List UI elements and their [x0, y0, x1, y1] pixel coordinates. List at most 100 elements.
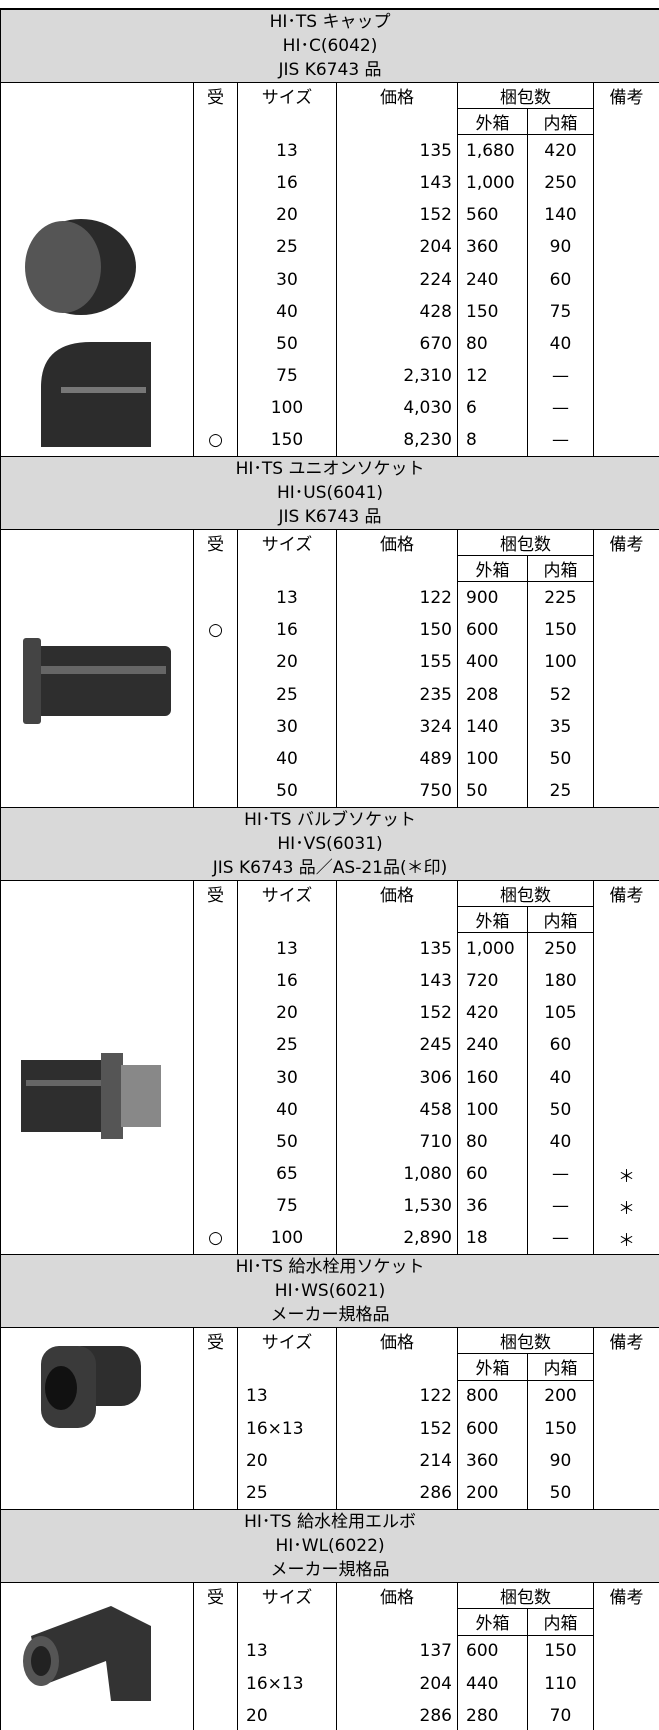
title-line: HI･TS ユニオンソケット: [235, 459, 425, 479]
data-row: 16 143 720 180: [1, 964, 659, 998]
data-row: ○ 100 2,890 18— ＊: [1, 1222, 659, 1255]
header-row: 外箱 内箱: [1, 555, 659, 583]
title-line: メーカー規格品: [270, 1305, 390, 1325]
outer-cell: 800: [457, 1380, 528, 1413]
title-line: HI･WL(6022): [275, 1536, 385, 1556]
note-cell: ＊: [592, 1222, 659, 1255]
data-row: 65 1,080 60— ＊: [1, 1157, 659, 1191]
inner-cell: 60: [527, 1029, 594, 1062]
title-line: HI･TS キャップ: [269, 12, 391, 32]
title-line: HI･TS バルブソケット: [244, 810, 416, 830]
header-row: 受サイズ 価格 梱包数 備考: [0, 879, 659, 1255]
header-cell: 梱包数: [457, 879, 594, 907]
outer-cell: 240: [457, 1029, 528, 1062]
header-cell: サイズ: [237, 1327, 337, 1381]
size-cell: 75: [237, 359, 337, 393]
header-cell: 内箱: [527, 906, 594, 934]
inner-cell: 40: [527, 1061, 594, 1094]
inner-cell: 35: [527, 710, 594, 743]
header-row: 外箱 内箱: [1, 108, 659, 136]
title-row: HI･TS キャップ HI･C(6042) JIS K6743 品: [0, 9, 659, 83]
inner-cell: 50: [527, 1093, 594, 1126]
note-cell: ＊: [592, 1157, 659, 1191]
receive-cell: [193, 1444, 238, 1478]
size-cell: 40: [237, 742, 337, 776]
section-title: HI･TS 給水栓用ソケット HI･WS(6021) メーカー規格品: [0, 1254, 659, 1328]
header-cell: 梱包数: [457, 1581, 594, 1609]
receive-cell: [193, 359, 238, 393]
note-cell: [592, 1699, 659, 1730]
price-cell: 4,030: [336, 392, 458, 425]
price-cell: 122: [336, 1380, 458, 1413]
price-cell: 428: [336, 295, 458, 328]
price-cell: 670: [336, 327, 458, 360]
receive-cell: [193, 1157, 238, 1191]
outer-cell: 900: [457, 581, 528, 615]
note-cell: [592, 775, 659, 808]
price-cell: 710: [336, 1125, 458, 1158]
size-cell: 20: [237, 646, 337, 679]
size-cell: 25: [237, 1029, 337, 1062]
price-cell: 2,890: [336, 1222, 458, 1255]
product-image: [41, 1346, 141, 1428]
inner-cell: 60: [527, 263, 594, 296]
note-cell: [592, 392, 659, 425]
product-image-cell: [0, 82, 194, 457]
header-cell: 外箱: [457, 1353, 528, 1381]
header-cell: 内箱: [527, 1608, 594, 1636]
header-cell: サイズ: [237, 1582, 337, 1636]
outer-cell: 100: [457, 742, 528, 776]
size-cell: 16×13: [237, 1667, 337, 1700]
note-cell: [592, 263, 659, 296]
header-cell: 受: [193, 81, 238, 135]
receive-cell: [193, 1477, 238, 1510]
inner-cell: 50: [527, 1477, 594, 1510]
inner-cell: 150: [527, 614, 594, 647]
outer-cell: 1,000: [457, 932, 528, 965]
outer-cell: 600: [457, 1635, 528, 1668]
data-row: 13 135 1,680 420: [1, 134, 659, 167]
data-row: 25 235 208 52: [1, 678, 659, 711]
note-cell: [592, 199, 659, 232]
product-image: [25, 219, 151, 447]
section-title: HI･TS ユニオンソケット HI･US(6041) JIS K6743 品: [0, 456, 659, 530]
note-cell: [592, 1635, 659, 1668]
header-cell: 受: [193, 1582, 238, 1636]
size-cell: 50: [237, 1125, 337, 1158]
price-cell: 150: [336, 614, 458, 647]
size-cell: 30: [237, 1061, 337, 1094]
outer-cell: 208: [457, 678, 528, 711]
size-cell: 16: [237, 964, 337, 998]
note-cell: [592, 614, 659, 647]
receive-cell: [193, 327, 238, 360]
price-cell: 306: [336, 1061, 458, 1094]
price-cell: 122: [336, 581, 458, 615]
note-cell: [592, 678, 659, 711]
title-line: HI･TS 給水栓用ソケット: [235, 1257, 425, 1277]
note-cell: [592, 295, 659, 328]
header-cell: 価格: [336, 1582, 458, 1636]
data-row: 20 214 360 90: [1, 1444, 659, 1478]
header-row: 受サイズ 価格 梱包数 備考: [0, 528, 659, 808]
header-cell: 外箱: [457, 1608, 528, 1636]
data-row: 13 135 1,000 250: [1, 932, 659, 965]
title-line: HI･TS 給水栓用エルボ: [244, 1512, 416, 1532]
title-row: HI･TS バルブソケット HI･VS(6031) JIS K6743 品／AS-2…: [0, 807, 659, 881]
header-cell: 価格: [336, 1327, 458, 1381]
title-line: JIS K6743 品: [278, 60, 382, 80]
outer-cell: 160: [457, 1061, 528, 1094]
size-cell: 65: [237, 1157, 337, 1191]
inner-cell: 50: [527, 742, 594, 776]
size-cell: 13: [237, 932, 337, 965]
note-cell: [592, 1061, 659, 1094]
inner-cell: 52: [527, 678, 594, 711]
receive-cell: [193, 263, 238, 296]
price-cell: 224: [336, 263, 458, 296]
inner-cell: —: [527, 1157, 594, 1191]
header-cell: 外箱: [457, 108, 528, 136]
note-cell: [592, 932, 659, 965]
note-cell: [592, 166, 659, 200]
receive-cell: [193, 1190, 238, 1223]
title-line: HI･C(6042): [282, 36, 378, 56]
